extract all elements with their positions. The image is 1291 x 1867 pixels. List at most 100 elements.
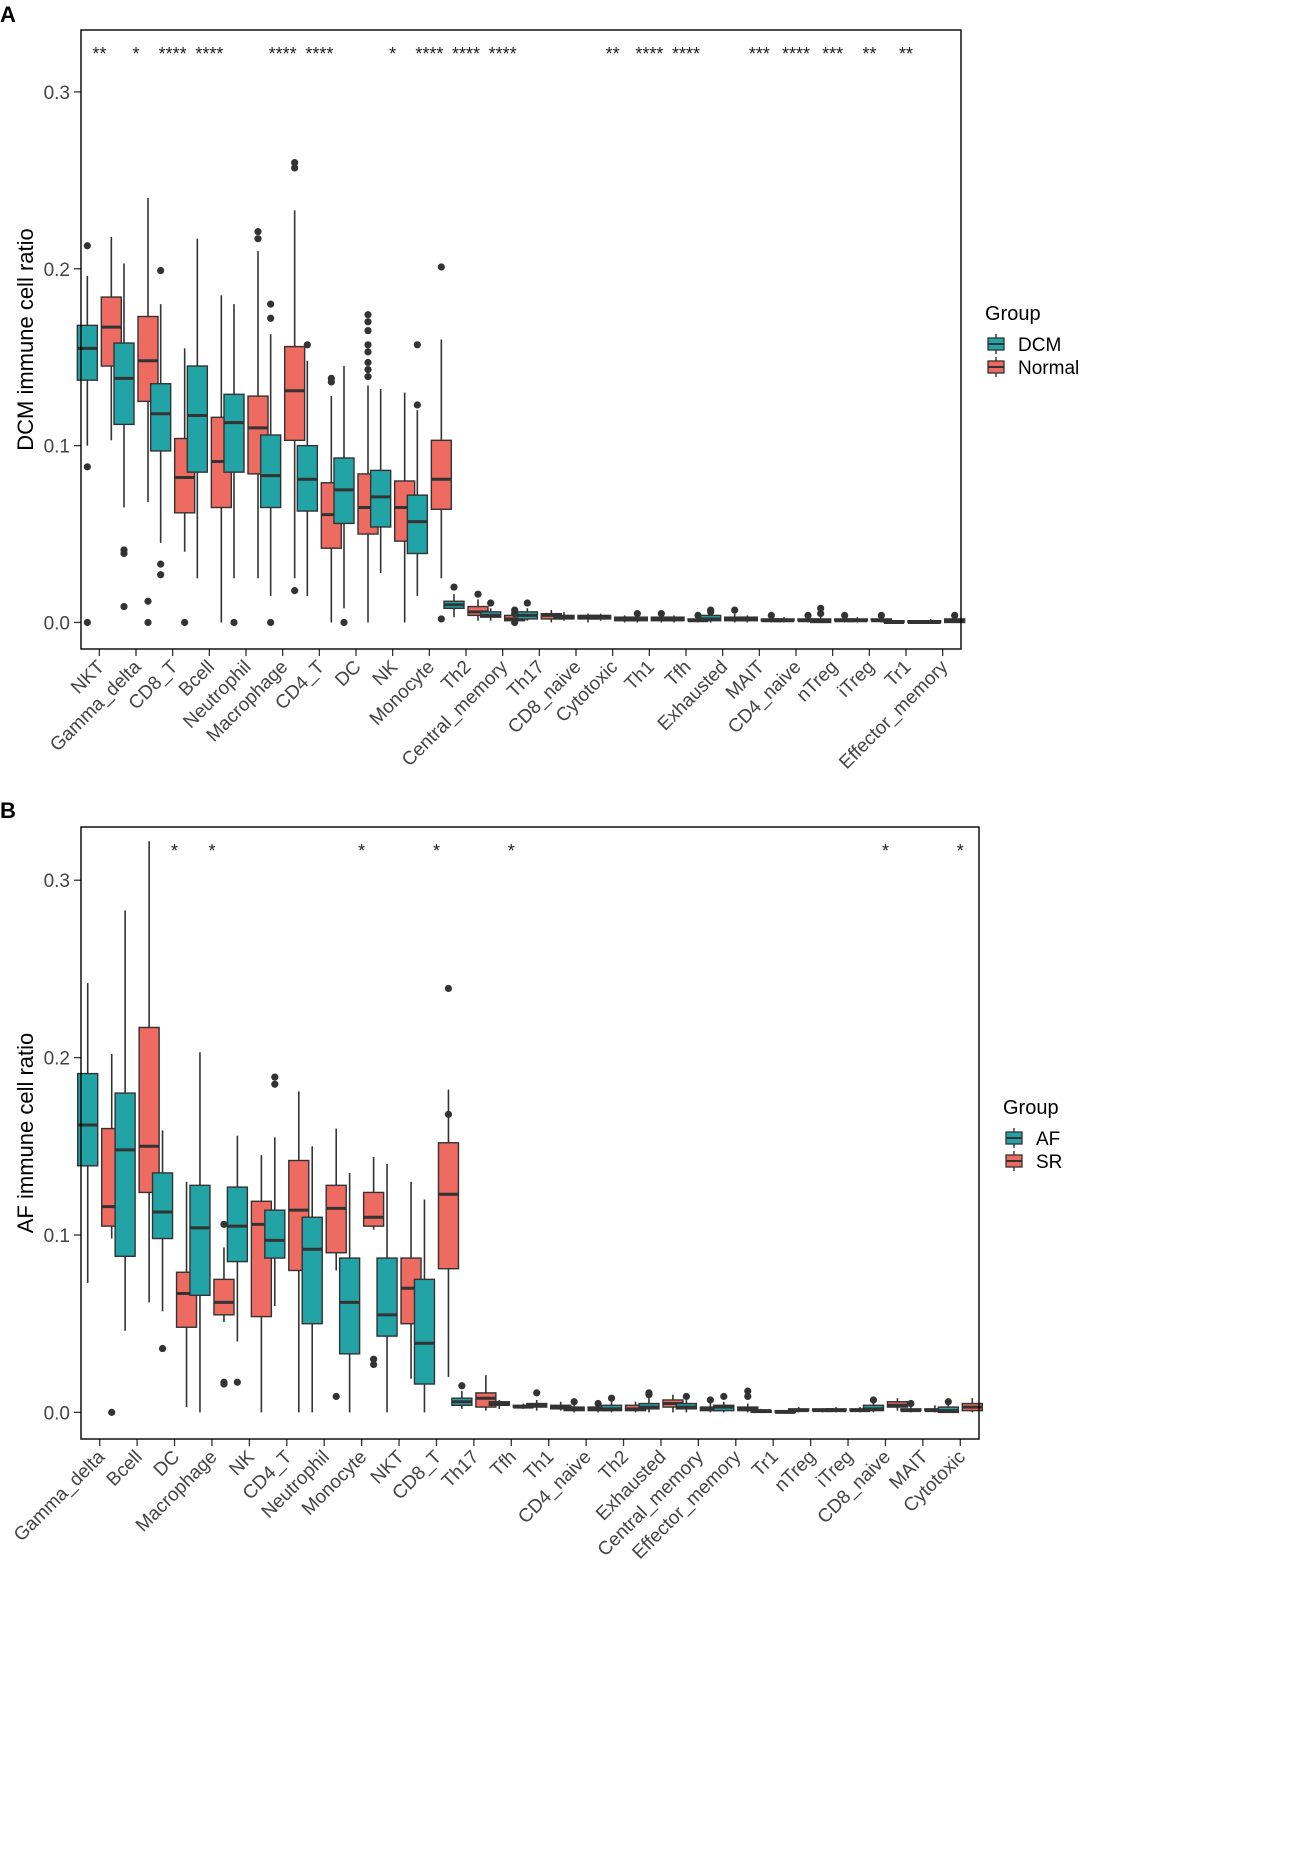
outlier-point <box>869 1396 878 1404</box>
outlier-point <box>157 560 165 568</box>
outlier-point <box>340 618 348 627</box>
box-dcm <box>663 615 685 623</box>
box-af <box>900 1399 922 1413</box>
box-dcm <box>809 604 832 624</box>
outlier-point <box>303 341 311 349</box>
outlier-point <box>744 1387 752 1395</box>
outlier-point <box>220 1220 228 1228</box>
box-dcm <box>113 263 135 611</box>
outlier-point <box>645 1391 653 1399</box>
box-dcm <box>406 341 429 596</box>
significance-label: * <box>358 841 365 861</box>
box-body <box>149 383 172 452</box>
y-tick-label: 0.2 <box>44 260 70 281</box>
outlier-point <box>444 1110 453 1118</box>
panel-label: B <box>0 798 16 823</box>
box-dcm <box>773 617 795 623</box>
x-tick-label: Tfh <box>487 1447 521 1481</box>
outlier-point <box>144 618 152 627</box>
outlier-point <box>83 242 91 250</box>
box-af <box>264 1073 286 1306</box>
plot-frame <box>80 826 980 1440</box>
x-tick-label: Exhausted <box>654 657 732 735</box>
box-body <box>138 1026 160 1194</box>
box-body <box>283 345 306 442</box>
box-dcm <box>149 266 172 579</box>
outlier-point <box>120 602 128 611</box>
outlier-point <box>413 341 421 349</box>
outlier-point <box>267 618 275 627</box>
significance-label: **** <box>635 44 663 64</box>
outlier-point <box>444 984 453 993</box>
x-tick-label: Bcell <box>103 1447 147 1491</box>
box-af <box>563 1398 585 1413</box>
box-sr <box>250 1155 273 1413</box>
significance-label: * <box>957 841 964 861</box>
outlier-point <box>364 373 372 381</box>
box-af <box>413 1199 436 1413</box>
outlier-point <box>804 611 812 619</box>
outlier-point <box>120 549 128 558</box>
x-tick-label: iTreg <box>834 657 879 702</box>
outlier-point <box>523 599 531 607</box>
outlier-point <box>271 1073 279 1081</box>
significance-label: **** <box>305 44 333 64</box>
box-af <box>713 1392 735 1413</box>
box-dcm <box>699 606 722 623</box>
outlier-point <box>511 618 519 627</box>
y-tick-label: 0.3 <box>44 871 70 892</box>
significance-label: ** <box>899 44 913 64</box>
box-body <box>437 1142 460 1270</box>
box-body <box>223 393 245 473</box>
box-af <box>376 1164 398 1413</box>
box-body <box>369 469 392 528</box>
y-tick-label: 0.0 <box>44 1403 70 1424</box>
box-body <box>325 1184 347 1254</box>
box-body <box>264 1209 286 1259</box>
outlier-point <box>877 611 885 619</box>
box-dcm <box>333 366 355 627</box>
box-dcm <box>443 583 465 618</box>
box-af <box>600 1394 623 1413</box>
legend-title: Group <box>985 303 1041 325</box>
significance-label: *** <box>822 44 843 64</box>
outlier-point <box>364 311 372 319</box>
box-body <box>113 342 135 426</box>
box-sr <box>362 1156 385 1369</box>
box-sr <box>325 1128 347 1401</box>
box-normal <box>247 228 269 579</box>
x-tick-label: nTreg <box>771 1447 820 1496</box>
x-tick-label: Th1 <box>621 657 659 695</box>
box-dcm <box>76 242 99 627</box>
box-sr <box>737 1387 759 1413</box>
outlier-point <box>458 1382 466 1390</box>
y-tick-label: 0.3 <box>44 83 70 104</box>
box-af <box>750 1408 772 1414</box>
box-af <box>151 1130 174 1353</box>
plot-frame <box>80 29 962 650</box>
box-af <box>301 1146 323 1413</box>
outlier-point <box>364 358 372 367</box>
box-body <box>213 1278 235 1316</box>
box-af <box>937 1398 959 1414</box>
outlier-point <box>487 599 495 607</box>
significance-label: *** <box>749 44 770 64</box>
outlier-point <box>720 1392 728 1401</box>
box-af <box>675 1392 698 1413</box>
outlier-point <box>157 266 165 275</box>
outlier-point <box>841 611 849 619</box>
y-axis-title: DCM immune cell ratio <box>13 228 38 451</box>
outlier-point <box>83 463 91 471</box>
box-dcm <box>736 615 759 623</box>
legend-key-normal <box>987 357 1005 377</box>
outlier-point <box>951 611 959 619</box>
outlier-point <box>370 1355 378 1363</box>
box-body <box>226 1186 249 1263</box>
outlier-point <box>533 1389 541 1397</box>
significance-label: ** <box>92 44 106 64</box>
box-af <box>787 1407 810 1413</box>
outlier-point <box>657 610 665 618</box>
y-tick-label: 0.2 <box>44 1049 70 1070</box>
outlier-point <box>157 571 165 579</box>
legend-title: Group <box>1003 1097 1059 1119</box>
